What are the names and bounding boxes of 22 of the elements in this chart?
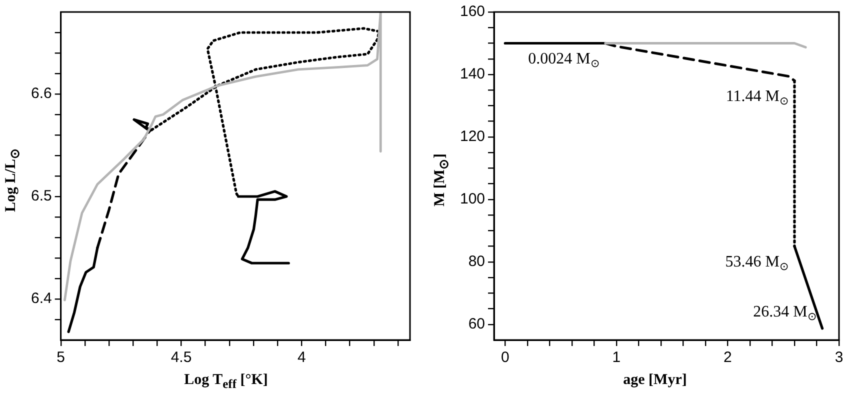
y-tick-label: 100 [460, 190, 486, 208]
y-tick-label: 60 [468, 316, 486, 333]
x-axis-title: Log T$_{eff}$ [°K] [183, 372, 269, 392]
x-tick-label: 4 [297, 349, 306, 366]
y-tick-label: 80 [468, 253, 486, 270]
y-tick-label: 120 [460, 128, 486, 146]
y-tick-label: 160 [460, 3, 486, 20]
x-tick-label: 5 [56, 349, 66, 366]
annotation: 26.34 M⊙ [753, 304, 816, 324]
x-axis-title: age [Myr] [622, 372, 688, 389]
y-tick-label: 6.6 [30, 85, 52, 102]
x-tick-label: 1 [612, 349, 621, 366]
y-tick-label: 6.4 [30, 290, 52, 308]
x-tick-label: 3 [834, 349, 844, 366]
x-tick-label: 2 [724, 349, 732, 366]
y-tick-label: 140 [460, 66, 486, 83]
x-tick-label: 0 [500, 349, 510, 366]
annotation: 11.44 M⊙ [726, 88, 788, 108]
x-tick-label: 4.5 [170, 349, 192, 366]
annotation: 0.0024 M⊙ [528, 50, 600, 70]
y-tick-label: 6.5 [30, 188, 52, 205]
annotation: 53.46 M⊙ [725, 253, 788, 274]
